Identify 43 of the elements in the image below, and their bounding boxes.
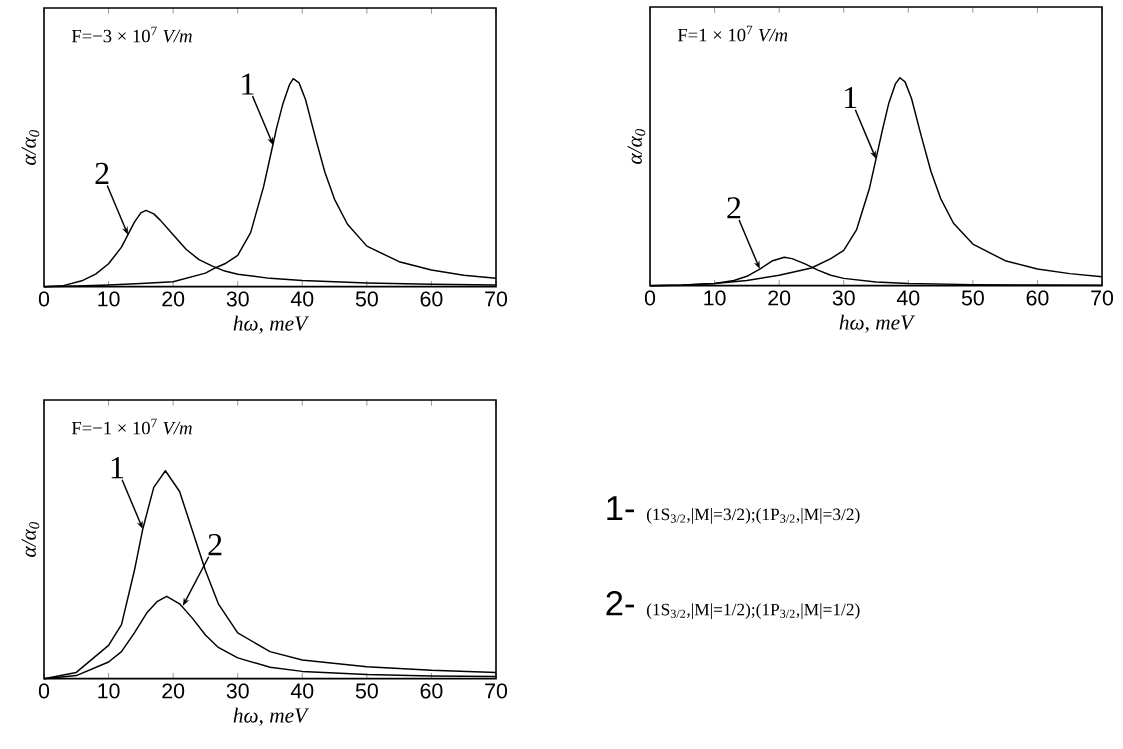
x-tick-label: 70 — [1091, 290, 1114, 306]
text: 1- — [607, 496, 634, 521]
annotation: 2 — [95, 162, 109, 184]
x-tick-label: 50 — [355, 683, 378, 699]
y-axis-title: α/α$_{0}$ — [627, 128, 646, 164]
x-tick-label: 60 — [420, 291, 443, 307]
x-tick-label: 10 — [98, 291, 120, 307]
x-tick-label: 0 — [38, 683, 50, 699]
y-axis-title: α/α$_{0}$ — [21, 129, 40, 165]
x-tick-label: 50 — [355, 291, 378, 307]
annotation: 1 — [844, 86, 857, 109]
x-tick-label: 60 — [1026, 290, 1049, 306]
text: F=−1 × 10$^{7}$ V/m — [71, 418, 192, 435]
text: (1S$_{3/2}$,|M|=3/2);(1P$_{3/2}$,|M|=3/2) — [646, 508, 860, 524]
text: (1S$_{3/2}$,|M|=1/2);(1P$_{3/2}$,|M|=1/2) — [646, 603, 860, 619]
x-tick-label: 40 — [896, 290, 920, 306]
annotation: 1 — [111, 457, 124, 479]
x-tick-label: 0 — [644, 290, 656, 306]
x-tick-label: 50 — [961, 290, 984, 306]
x-tick-label: 20 — [162, 683, 185, 699]
x-tick-label: 40 — [290, 291, 314, 307]
x-tick-label: 70 — [485, 683, 508, 699]
x-tick-label: 20 — [162, 291, 185, 307]
x-tick-label: 40 — [290, 683, 314, 699]
x-tick-label: 20 — [768, 290, 791, 306]
annotation: 2 — [727, 197, 741, 219]
x-tick-label: 30 — [226, 291, 249, 307]
x-tick-label: 30 — [226, 683, 249, 699]
x-tick-label: 30 — [832, 290, 855, 306]
x-tick-label: 10 — [98, 683, 120, 699]
x-tick-label: 60 — [420, 683, 443, 699]
x-tick-label: 10 — [704, 290, 726, 306]
text: F=−3 × 10$^{7}$ V/m — [71, 26, 192, 43]
annotation: 2 — [208, 533, 222, 556]
x-axis-title: hω, meV — [839, 314, 916, 333]
x-axis-title: hω, meV — [233, 707, 310, 726]
x-tick-label: 0 — [38, 291, 50, 307]
text: 2- — [606, 591, 634, 616]
x-axis-title: hω, meV — [233, 315, 310, 334]
text: F=1 × 10$^{7}$ V/m — [677, 25, 788, 42]
y-axis-title: α/α$_{0}$ — [21, 521, 40, 557]
annotation: 1 — [242, 73, 254, 95]
x-tick-label: 70 — [485, 291, 508, 307]
